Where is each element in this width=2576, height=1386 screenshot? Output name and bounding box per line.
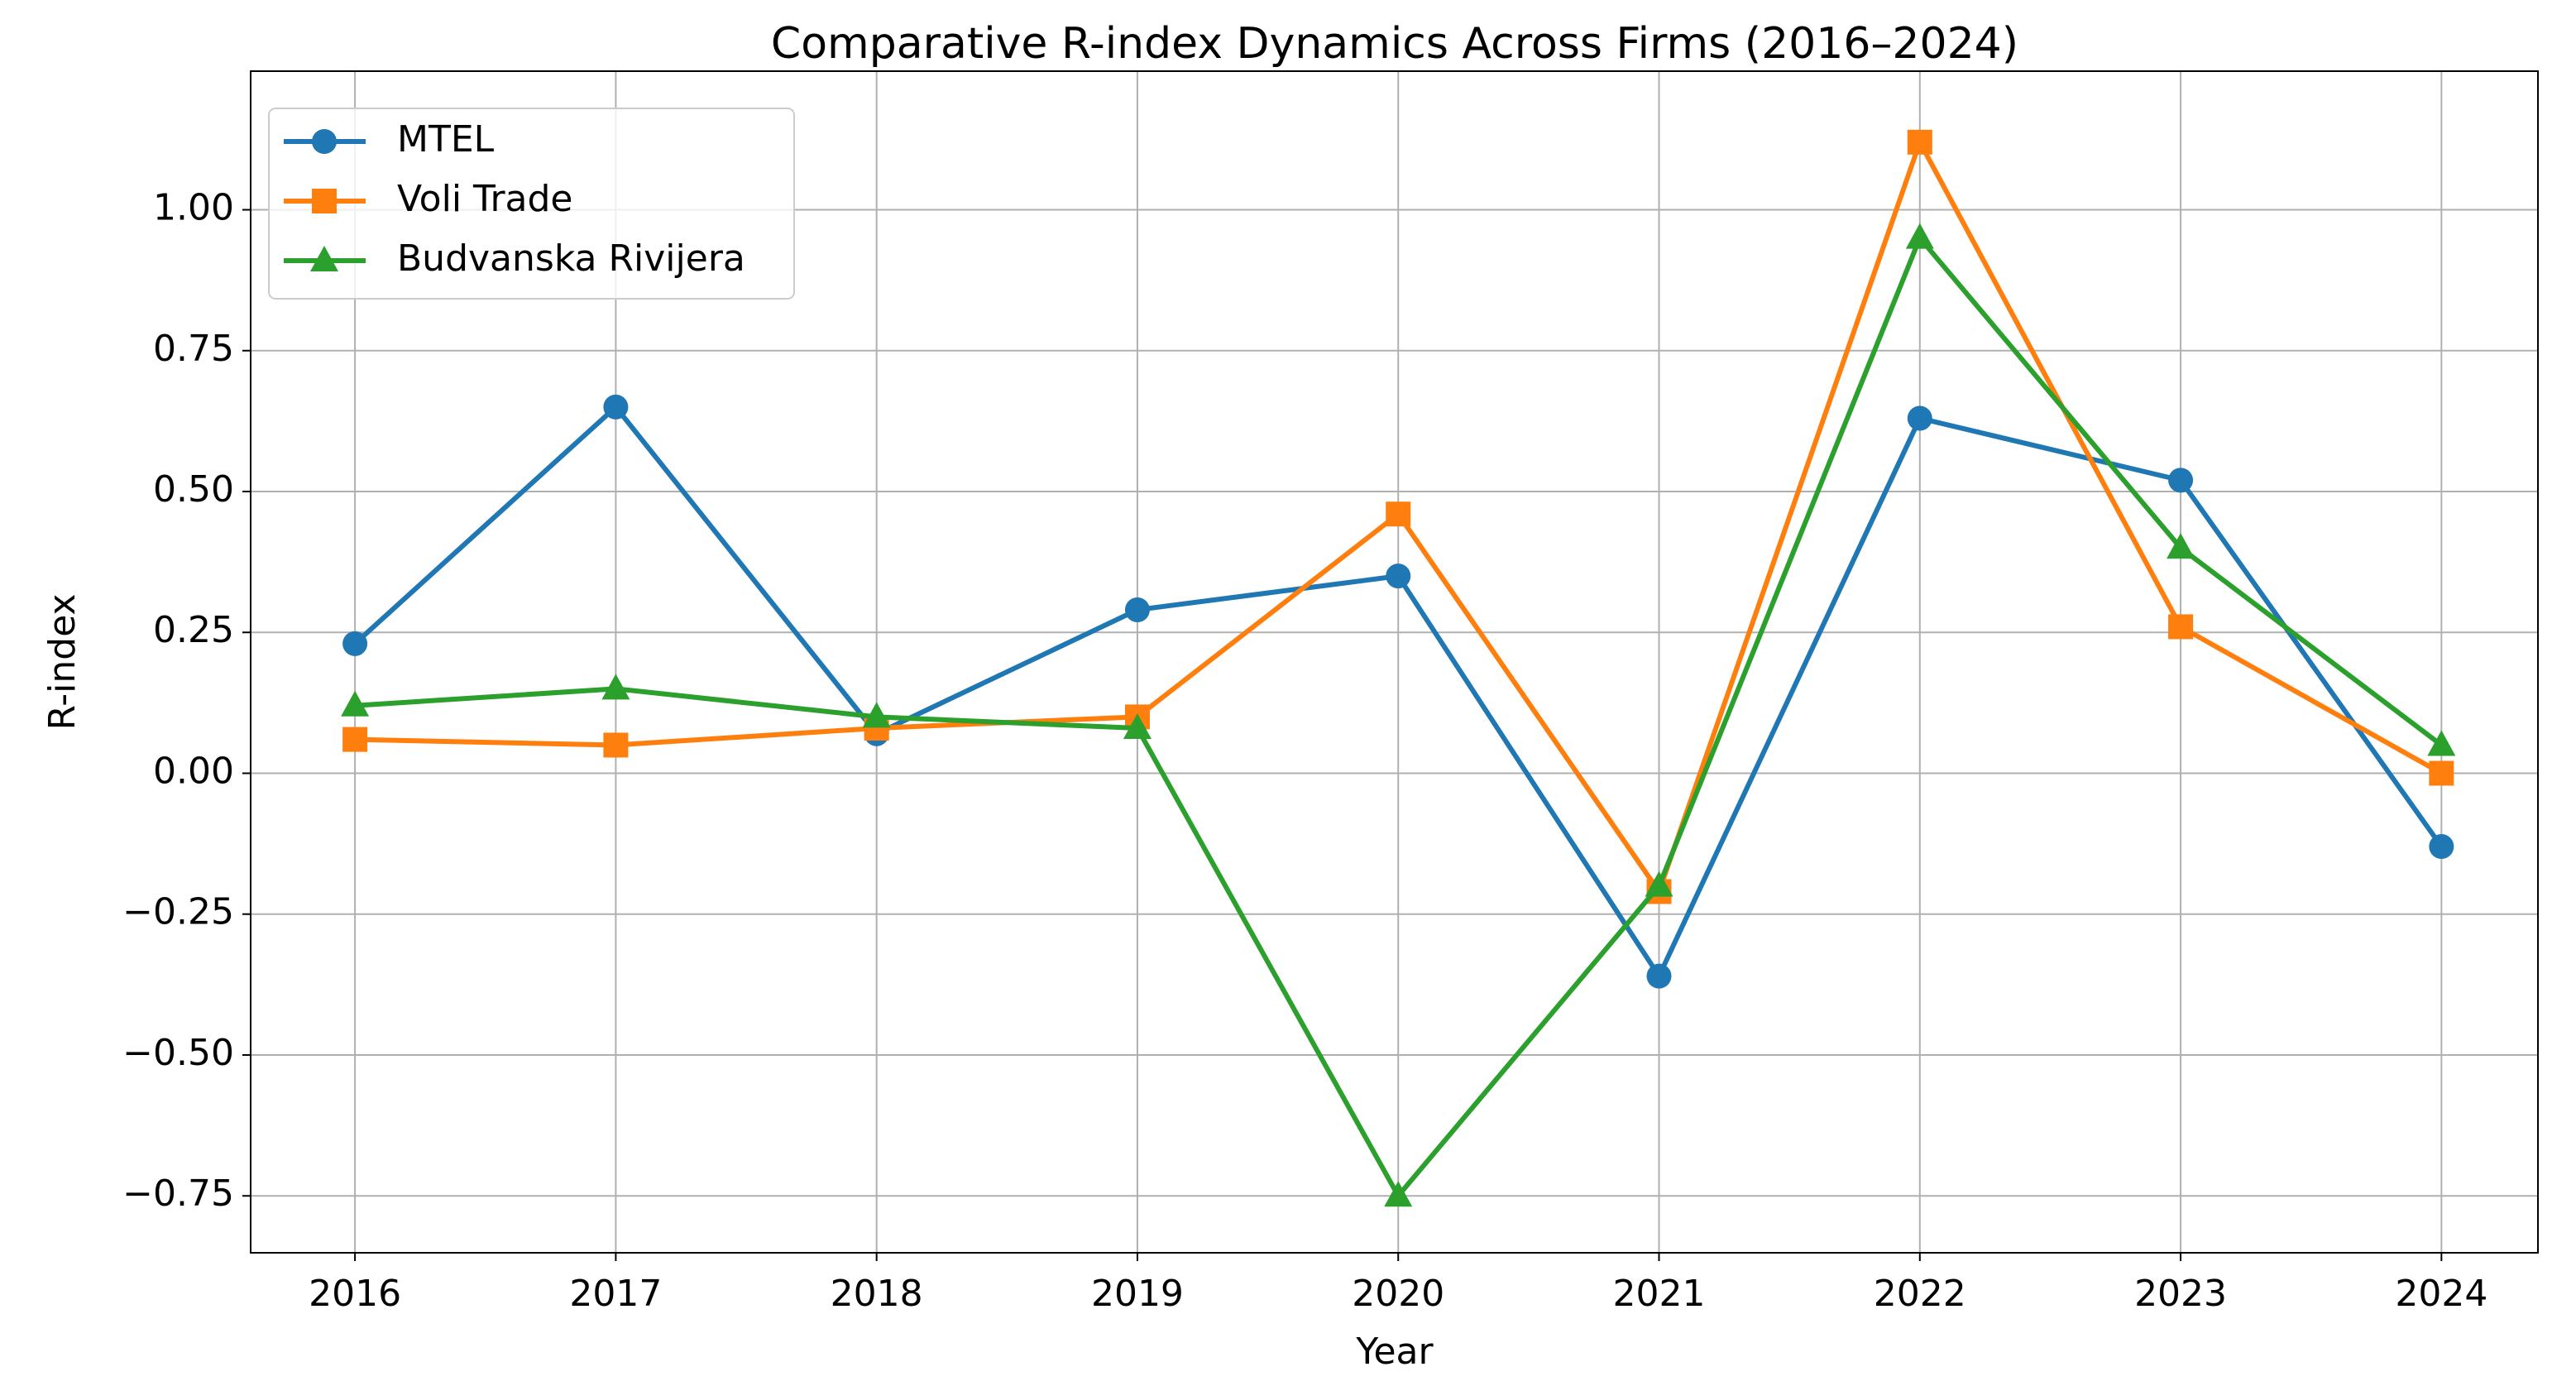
x-tick-label: 2017 — [569, 1273, 662, 1315]
marker — [1646, 963, 1672, 989]
legend-label: Voli Trade — [397, 178, 573, 220]
marker — [2168, 614, 2194, 640]
marker — [1124, 597, 1150, 623]
marker — [310, 246, 338, 271]
x-tick-label: 2016 — [309, 1273, 401, 1315]
marker — [1645, 870, 1673, 897]
marker — [1384, 1181, 1413, 1207]
legend-label: Budvanska Rivijera — [397, 237, 745, 280]
x-tick-label: 2024 — [2395, 1273, 2487, 1315]
marker — [2429, 834, 2454, 860]
marker — [1386, 501, 1411, 527]
marker — [603, 394, 629, 420]
legend-label: MTEL — [397, 118, 495, 161]
marker — [342, 631, 368, 656]
y-tick-label: 0.25 — [153, 609, 234, 651]
x-tick-label: 2022 — [1874, 1273, 1966, 1315]
marker — [1386, 564, 1411, 589]
marker — [312, 129, 337, 154]
chart-title: Comparative R-index Dynamics Across Firm… — [771, 19, 2018, 69]
y-axis-label: R-index — [41, 593, 84, 730]
y-tick-label: −0.75 — [122, 1173, 234, 1215]
x-tick-label: 2019 — [1091, 1273, 1184, 1315]
x-tick-label: 2021 — [1613, 1273, 1706, 1315]
y-tick-label: 1.00 — [153, 187, 234, 229]
marker — [601, 674, 630, 700]
legend: MTEL Voli Trade Budvanska Rivijera — [268, 108, 795, 300]
y-tick-label: 0.50 — [153, 468, 234, 511]
marker — [342, 727, 368, 752]
y-tick-label: −0.50 — [122, 1032, 234, 1074]
marker — [1123, 713, 1152, 740]
x-tick-label: 2020 — [1352, 1273, 1444, 1315]
plot-frame — [250, 70, 2539, 1254]
marker — [1907, 129, 1932, 155]
marker — [2167, 533, 2195, 559]
x-tick-label: 2018 — [831, 1273, 923, 1315]
y-tick-label: −0.25 — [122, 891, 234, 933]
marker — [603, 732, 629, 758]
marker — [2168, 468, 2194, 493]
x-tick-label: 2023 — [2134, 1273, 2227, 1315]
x-axis-label: Year — [1355, 1331, 1434, 1373]
marker — [2429, 760, 2454, 786]
marker — [2427, 730, 2456, 756]
legend-frame — [268, 108, 795, 300]
y-tick-label: 0.75 — [153, 328, 234, 370]
y-tick-label: 0.00 — [153, 750, 234, 792]
marker — [1905, 223, 1934, 249]
marker — [341, 690, 370, 717]
marker — [1907, 405, 1932, 431]
marker — [862, 702, 891, 728]
marker — [312, 189, 337, 213]
